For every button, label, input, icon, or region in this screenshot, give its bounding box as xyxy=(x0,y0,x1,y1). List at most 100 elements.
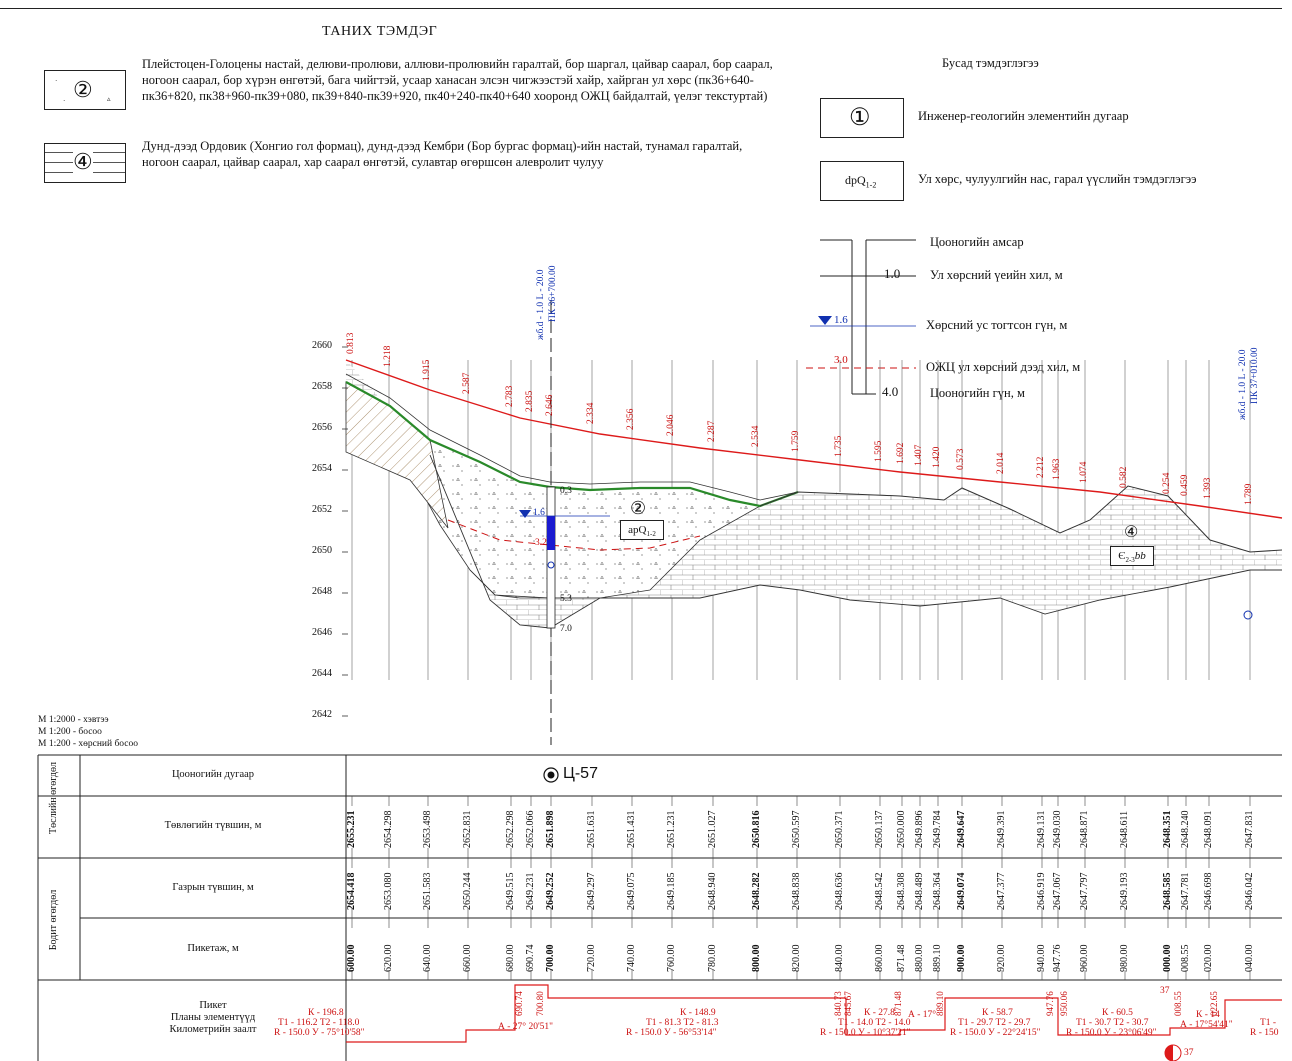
plan-c5-k: К - 60.5 xyxy=(1102,1008,1133,1018)
table-cell: 880.00 xyxy=(914,944,925,973)
plan-c2-k: К - 148.9 xyxy=(680,1008,716,1018)
table-cell: 2648.838 xyxy=(791,872,802,911)
table-cell: 2646.698 xyxy=(1203,872,1214,911)
plan-a3: А - 17° xyxy=(908,1010,937,1020)
y-tick-label: 2654 xyxy=(312,463,332,474)
plan-mark: 700.80 xyxy=(535,991,545,1016)
plan-c5-t: Т1 - 30.7 Т2 - 30.7 xyxy=(1076,1018,1149,1028)
elevation-label: 2.534 xyxy=(751,425,761,447)
legend-unit2-text: Плейстоцен-Голоцены настай, делюви-пролю… xyxy=(142,57,773,103)
table-cell: 2646.919 xyxy=(1036,872,1047,911)
table-cell: 2648.871 xyxy=(1079,810,1090,849)
borehole-name: Ц-57 xyxy=(563,765,598,782)
plan-c3-k: К - 27.8 xyxy=(864,1008,895,1018)
table-cell: 947.76 xyxy=(1052,944,1063,973)
plan-c3-r: R - 150.0 У - 10°37'21" xyxy=(820,1028,911,1038)
y-tick-label: 2658 xyxy=(312,381,332,392)
table-cell: 2648.940 xyxy=(707,872,718,911)
plan-c2-r: R - 150.0 У - 56°53'14" xyxy=(626,1028,717,1038)
table-cell: 2647.797 xyxy=(1079,872,1090,911)
table-cell: 2648.364 xyxy=(932,872,943,911)
bh-top-label: 0.3 xyxy=(560,486,572,496)
table-cell: 2648.308 xyxy=(896,872,907,911)
bh-bottom-label: 7.0 xyxy=(560,624,572,634)
unit2-age-box: apQ1-2 xyxy=(620,520,664,540)
elevation-label: 1.407 xyxy=(914,444,924,466)
elevation-label: 0.573 xyxy=(956,448,966,471)
table-cell: 020.00 xyxy=(1203,944,1214,973)
elevation-label: 1.595 xyxy=(874,440,884,462)
table-cell: 700.00 xyxy=(545,944,556,973)
table-cell: 000.00 xyxy=(1162,944,1173,973)
table-cell: 008.55 xyxy=(1180,944,1191,973)
table-cell: 860.00 xyxy=(874,944,885,973)
top-label-1b: ПК 36+700.00 xyxy=(548,265,558,322)
dp-symbol-box: dpQ1-2 xyxy=(820,161,904,201)
table-cell: 2648.489 xyxy=(914,872,925,911)
table-cell: 600.00 xyxy=(346,944,357,973)
elevation-label: 2.356 xyxy=(626,409,636,431)
plan-km-2: 37 xyxy=(1184,1048,1194,1058)
swatch-unit4-symbol: ④ xyxy=(73,149,93,174)
legend-swatch-unit2: ② · ▵ · xyxy=(44,70,126,110)
table-cell: 2646.042 xyxy=(1244,872,1255,911)
table-cell: 2649.252 xyxy=(545,872,556,911)
dp-symbol: dpQ1-2 xyxy=(845,173,877,190)
table-cell: 2652.831 xyxy=(462,810,473,849)
y-tick-label: 2660 xyxy=(312,340,332,351)
plan-c4-r: R - 150.0 У - 22°24'15" xyxy=(950,1028,1041,1038)
table-cell: 2648.585 xyxy=(1162,872,1173,911)
table-cell: 620.00 xyxy=(383,944,394,973)
table-cell: 2647.781 xyxy=(1180,872,1191,911)
table-cell: 2648.240 xyxy=(1180,810,1191,849)
plan-a1: А - 27° 20'51" xyxy=(498,1022,554,1032)
table-cell: 2649.131 xyxy=(1036,810,1047,849)
elevation-label: 1.735 xyxy=(834,435,844,457)
table-cell: 2650.244 xyxy=(462,872,473,911)
plan-c4-k: К - 58.7 xyxy=(982,1008,1013,1018)
table-cell: 2649.647 xyxy=(956,810,967,849)
top-label-1: жб.d - 1.0 L - 20.0 xyxy=(536,269,546,340)
elevation-label: 2.587 xyxy=(462,372,472,394)
table-cell: 980.00 xyxy=(1119,944,1130,973)
scale-ground: М 1:200 - хөрсний босоо xyxy=(38,739,139,749)
plan-c6-a: А - 17°54'41" xyxy=(1180,1020,1233,1030)
table-cell: 2652.298 xyxy=(505,810,516,849)
table-cell: 2650.597 xyxy=(791,810,802,849)
legend-unit4-text: Дунд-дээд Ордовик (Хонгио гол формац), д… xyxy=(142,139,743,169)
table-cell: 840.00 xyxy=(834,944,845,973)
table-cell: 040.00 xyxy=(1244,944,1255,973)
table-cell: 2648.351 xyxy=(1162,810,1173,849)
top-label-2b: ПК 37+010.00 xyxy=(1250,347,1260,404)
elevation-label: 2.835 xyxy=(525,390,535,413)
scale-horizontal: М 1:2000 - хэвтээ xyxy=(38,715,109,725)
elevation-label: 1.692 xyxy=(896,442,906,465)
bh-legend-water: Хөрсний ус тогтсон гүн, м xyxy=(926,318,1068,332)
bh-legend-mouth: Цооногийн амсар xyxy=(930,235,1024,249)
elevation-label: 1.420 xyxy=(932,446,942,468)
table-cell: 2654.298 xyxy=(383,810,394,849)
table-cell: 2651.027 xyxy=(707,810,718,849)
plan-mark: 840.73 xyxy=(833,991,843,1016)
plan-c7-r: R - 150 xyxy=(1250,1028,1279,1038)
bh-ojc-label: 3.2 xyxy=(535,538,547,548)
elevation-label: 0.254 xyxy=(1162,472,1172,494)
table-cell: 2649.297 xyxy=(586,872,597,911)
table-cell: 2650.137 xyxy=(874,810,885,849)
table-cell: 2651.631 xyxy=(586,810,597,849)
table-cell: 2650.371 xyxy=(834,810,845,849)
scale-vertical: М 1:200 - босоо xyxy=(38,727,102,737)
table-cell: 2653.498 xyxy=(422,810,433,849)
elevation-label: 2.783 xyxy=(505,385,515,408)
table-cell: 640.00 xyxy=(422,944,433,973)
table-cell: 2649.193 xyxy=(1119,872,1130,911)
table-cell: 940.00 xyxy=(1036,944,1047,973)
table-cell: 2653.080 xyxy=(383,872,394,911)
other-legend-title: Бусад тэмдэглэгээ xyxy=(942,56,1039,70)
plan-c6-k: К - 14 xyxy=(1196,1010,1220,1020)
plan-mark: 690.74 xyxy=(514,991,524,1016)
table-cell: 889.10 xyxy=(932,944,943,973)
elevation-label: 0.582 xyxy=(1119,466,1129,488)
elevation-label: 1.789 xyxy=(1244,483,1254,506)
table-cell: 820.00 xyxy=(791,944,802,973)
